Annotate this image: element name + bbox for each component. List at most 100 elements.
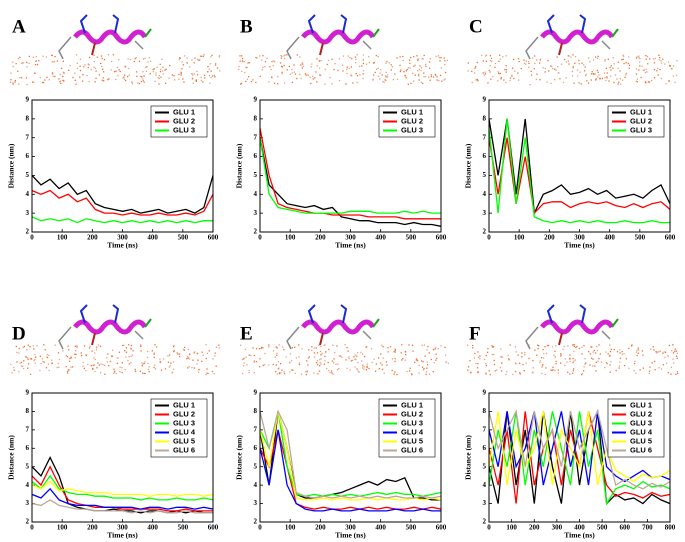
lipid-dot	[93, 357, 95, 359]
lipid-dot	[294, 372, 296, 374]
x-tick-label: 300	[574, 234, 585, 242]
lipid-dot	[544, 71, 546, 73]
lipid-dot	[444, 64, 446, 66]
lipid-dot	[416, 55, 418, 57]
series-line	[489, 409, 670, 490]
lipid-dot	[241, 57, 244, 60]
lipid-dot	[329, 76, 331, 79]
lipid-dot	[319, 74, 322, 77]
lipid-dot	[98, 364, 101, 366]
lipid-dot	[399, 56, 401, 58]
lipid-dot	[283, 371, 285, 373]
lipid-dot	[325, 351, 327, 353]
lipid-dot	[348, 67, 350, 70]
lipid-dot	[202, 354, 204, 356]
x-tick-label: 300	[345, 234, 356, 242]
lipid-dot	[250, 354, 252, 357]
lipid-dot	[291, 369, 293, 371]
lipid-dot	[581, 62, 583, 64]
lipid-dot	[560, 353, 562, 355]
molecule-image	[10, 304, 220, 376]
x-tick-label: 200	[87, 524, 98, 532]
y-tick-label: 3	[483, 499, 487, 507]
lipid-dot	[277, 83, 279, 85]
lipid-dot	[33, 359, 35, 362]
lipid-dot	[592, 351, 594, 353]
lipid-dot	[67, 345, 69, 347]
lipid-dot	[619, 70, 621, 72]
lipid-dot	[261, 69, 264, 71]
lipid-dot	[201, 360, 203, 363]
lipid-dot	[131, 354, 134, 356]
lipid-dot	[594, 352, 597, 354]
lipid-dot	[206, 352, 208, 355]
lipid-dot	[531, 57, 534, 59]
lipid-dot	[544, 373, 546, 376]
y-tick-label: 3	[483, 209, 487, 217]
lipid-dot	[12, 82, 14, 84]
lipid-dot	[80, 352, 82, 354]
lipid-dot	[467, 369, 469, 371]
lipid-dot	[356, 355, 358, 357]
lipid-dot	[138, 82, 141, 85]
lipid-dot	[406, 370, 408, 373]
lipid-dot	[143, 81, 146, 83]
lipid-dot	[625, 358, 628, 360]
lipid-dot	[354, 61, 357, 64]
lipid-dot	[391, 66, 394, 68]
lipid-dot	[118, 351, 121, 353]
lipid-dot	[181, 61, 183, 63]
lipid-dot	[91, 350, 93, 352]
lipid-dot	[62, 75, 64, 78]
lipid-dot	[95, 347, 98, 349]
lipid-dot	[551, 346, 554, 348]
lipid-dot	[252, 347, 254, 349]
lipid-dot	[475, 66, 477, 68]
lipid-dot	[371, 361, 373, 364]
lipid-dot	[521, 352, 523, 354]
lipid-dot	[627, 62, 629, 65]
helix	[301, 29, 376, 45]
lipid-dot	[246, 78, 249, 80]
lipid-dot	[572, 361, 574, 364]
lipid-dot	[298, 356, 300, 358]
lipid-dot	[594, 365, 596, 367]
lipid-dot	[669, 65, 672, 67]
y-axis-label: Distance (nm)	[235, 435, 244, 480]
lipid-dot	[28, 62, 30, 64]
lipid-dot	[311, 349, 313, 352]
lipid-dot	[377, 75, 380, 78]
lipid-dot	[591, 71, 593, 73]
lipid-dot	[601, 77, 603, 80]
lipid-dot	[295, 357, 298, 359]
lipid-dot	[197, 59, 200, 61]
x-tick-label: 600	[436, 524, 447, 532]
lipid-dot	[560, 354, 562, 356]
lipid-dot	[119, 366, 121, 368]
lipid-dot	[420, 360, 423, 362]
lipid-dot	[324, 355, 326, 358]
x-tick-label: 400	[147, 234, 158, 242]
lipid-dot	[113, 368, 115, 370]
lipid-dot	[34, 362, 36, 364]
lipid-dot	[646, 55, 649, 58]
lipid-dot	[18, 83, 20, 85]
lipid-dot	[136, 71, 138, 73]
lipid-dot	[134, 370, 137, 372]
lipid-dot	[477, 356, 480, 358]
lipid-dot	[597, 360, 599, 362]
lipid-dot	[430, 74, 432, 76]
lipid-dot	[320, 363, 322, 365]
lipid-dot	[535, 78, 538, 81]
lipid-dot	[393, 351, 395, 353]
lipid-dot	[607, 353, 609, 355]
lipid-dot	[491, 345, 493, 347]
lipid-dot	[650, 79, 653, 82]
lipid-dot	[207, 71, 209, 73]
lipid-dot	[113, 71, 116, 73]
lipid-dot	[41, 358, 44, 360]
lipid-dot	[76, 345, 78, 347]
lipid-dot	[560, 362, 562, 364]
lipid-dot	[262, 55, 264, 57]
lipid-dot	[331, 372, 333, 374]
